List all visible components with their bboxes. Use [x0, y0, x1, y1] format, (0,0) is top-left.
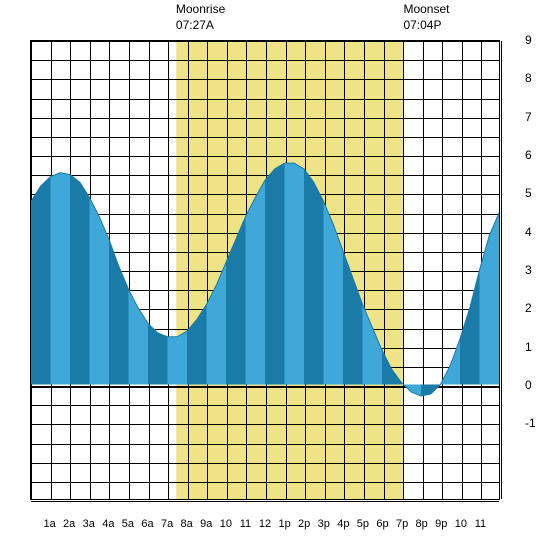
x-tick-label: 4a: [102, 518, 114, 530]
x-tick-label: 7a: [161, 518, 173, 530]
y-tick-label: 6: [525, 148, 545, 162]
x-tick-label: 6p: [376, 518, 388, 530]
tide-fill-segment: [324, 201, 344, 384]
x-tick-label: 12: [259, 518, 271, 530]
tide-fill-segment: [304, 169, 324, 385]
x-tick-label: 10: [220, 518, 232, 530]
x-tick-label: 5a: [122, 518, 134, 530]
y-tick-label: 4: [525, 225, 545, 239]
tide-fill-segment: [343, 251, 363, 385]
tide-fill-segment: [265, 163, 285, 384]
y-tick-label: 1: [525, 340, 545, 354]
x-tick-label: 3p: [318, 518, 330, 530]
moonset-title: Moonset: [403, 2, 449, 16]
tide-fill-segment: [187, 304, 207, 384]
y-tick-label: 2: [525, 301, 545, 315]
x-tick-label: 7p: [396, 518, 408, 530]
y-tick-label: 3: [525, 263, 545, 277]
x-tick-label: 2a: [63, 518, 75, 530]
x-tick-label: 2p: [298, 518, 310, 530]
y-tick-label: 0: [525, 378, 545, 392]
tide-fill-segment: [285, 163, 305, 384]
tide-fill-segment: [460, 270, 480, 385]
x-tick-label: 8a: [181, 518, 193, 530]
x-tick-label: 10: [455, 518, 467, 530]
plot-area: [30, 40, 500, 500]
tide-fill-segment: [31, 176, 51, 384]
tide-fill-segment: [51, 173, 71, 385]
moonrise-title: Moonrise: [176, 2, 225, 16]
x-tick-label: 1p: [278, 518, 290, 530]
moonset-time: 07:04P: [403, 18, 441, 32]
moonrise-time: 07:27A: [176, 18, 214, 32]
x-tick-label: 11: [475, 518, 486, 530]
tide-fill-segment: [109, 239, 129, 384]
chart-series-svg: [31, 41, 499, 499]
x-tick-label: 11: [240, 518, 251, 530]
x-tick-label: 9a: [200, 518, 212, 530]
y-tick-label: 9: [525, 33, 545, 47]
y-tick-label: 8: [525, 71, 545, 85]
tide-fill-segment: [90, 197, 110, 384]
x-tick-label: 6a: [141, 518, 153, 530]
y-tick-label: -1: [525, 416, 545, 430]
y-tick-label: 5: [525, 186, 545, 200]
x-tick-label: 5p: [357, 518, 369, 530]
grid-line-vertical: [501, 41, 502, 499]
tide-fill-segment: [226, 217, 246, 385]
x-tick-label: 8p: [416, 518, 428, 530]
tide-fill-segment: [480, 213, 500, 385]
x-tick-label: 4p: [337, 518, 349, 530]
grid-line-horizontal: [31, 501, 499, 502]
tide-fill-segment: [129, 289, 149, 384]
y-tick-label: 7: [525, 110, 545, 124]
x-axis-labels: 1a 2a 3a 4a 5a 6a 7a 8a 9a 10 11 12 1p 2p 3p 4p 5p 6p 7p 8p…: [30, 518, 500, 538]
x-tick-label: 9p: [435, 518, 447, 530]
tide-fill-segment: [168, 331, 188, 384]
tide-fill-segment: [207, 262, 227, 384]
x-tick-label: 1a: [43, 518, 55, 530]
y-axis-labels: -10123456789: [525, 40, 545, 500]
tide-fill-segment: [402, 383, 422, 396]
tide-fill-segment: [70, 175, 90, 385]
x-tick-label: 3a: [83, 518, 95, 530]
tide-chart: [30, 40, 500, 500]
